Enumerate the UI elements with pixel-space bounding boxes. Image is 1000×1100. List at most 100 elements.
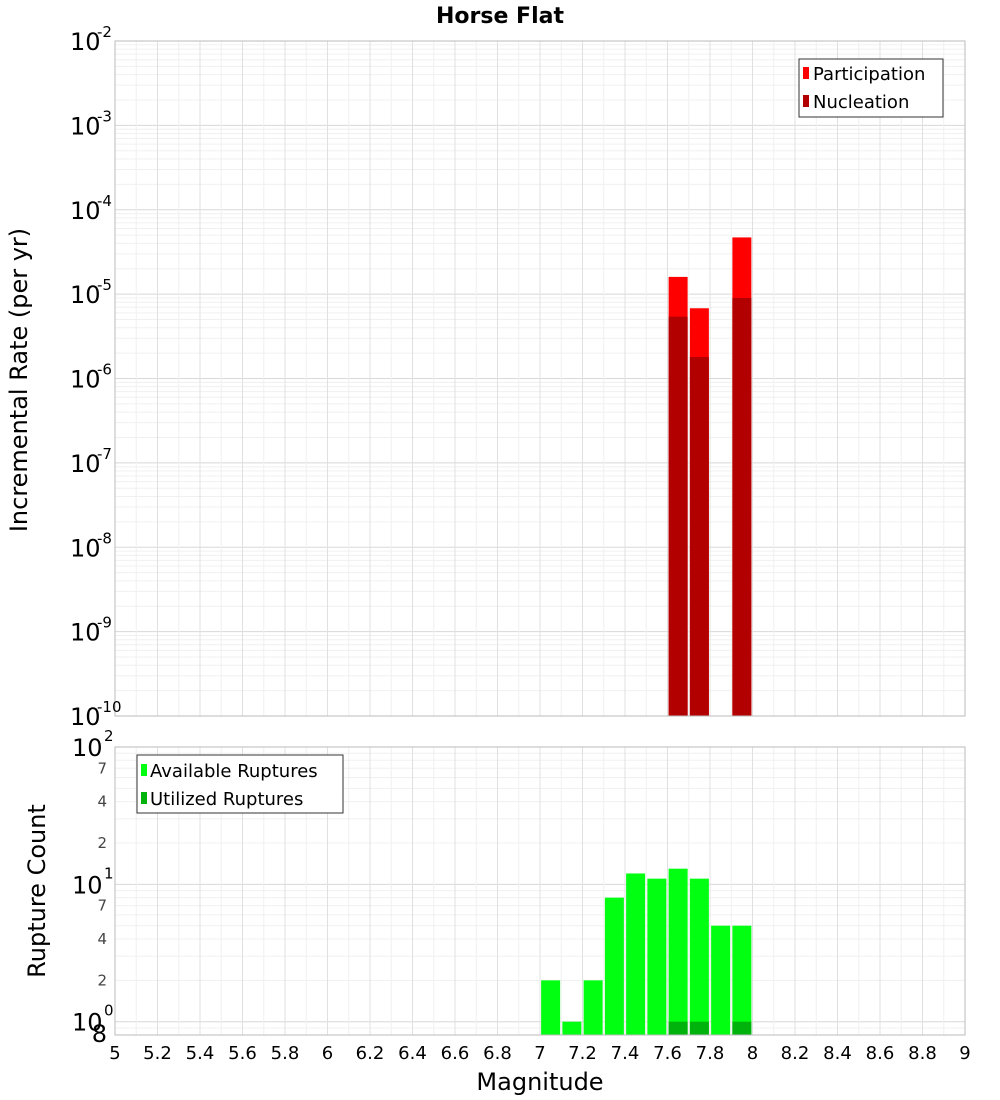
x-tick-label: 6.2 <box>356 1043 385 1064</box>
count-y-tick-label: 10 0 <box>72 1002 114 1037</box>
x-tick-label: 7.8 <box>696 1043 725 1064</box>
x-tick-label: 5.4 <box>186 1043 215 1064</box>
bar-available-ruptures <box>668 868 688 1035</box>
bar-nucleation <box>732 297 752 716</box>
x-tick-label: 6.4 <box>398 1043 427 1064</box>
tick-base: 10 <box>70 281 101 309</box>
legend-label-available: Available Ruptures <box>150 761 318 782</box>
tick-exponent: -8 <box>97 529 112 547</box>
count-y-minor-tick-label: 4 <box>97 793 107 811</box>
tick-exponent: 2 <box>104 727 114 745</box>
rate-y-tick-label: 10-7 <box>70 445 112 478</box>
tick-exponent: 1 <box>104 864 114 882</box>
rate-y-tick-label: 10-4 <box>70 192 112 225</box>
tick-base: 10 <box>72 1009 103 1037</box>
x-tick-label: 8.4 <box>823 1043 852 1064</box>
legend-swatch-available <box>141 764 147 776</box>
x-tick-label: 6 <box>322 1043 333 1064</box>
rate-y-tick-label: 10-8 <box>70 529 112 562</box>
bar-available-ruptures <box>583 980 603 1035</box>
tick-base: 10 <box>70 534 101 562</box>
tick-base: 10 <box>70 197 101 225</box>
tick-base: 10 <box>70 703 101 731</box>
bar-available-ruptures <box>562 1021 582 1035</box>
legend-label-utilized: Utilized Ruptures <box>150 789 303 810</box>
count-legend: Available Ruptures Utilized Ruptures <box>136 754 344 814</box>
rate-y-tick-label: 10-5 <box>70 276 112 309</box>
tick-base: 10 <box>70 112 101 140</box>
bar-utilized-ruptures <box>689 1021 709 1035</box>
rate-legend: Participation Nucleation <box>798 58 944 118</box>
x-tick-label: 6.6 <box>441 1043 470 1064</box>
bar-available-ruptures <box>732 925 752 1035</box>
rate-y-axis-label: Incremental Rate (per yr) <box>5 228 33 532</box>
tick-base: 10 <box>70 450 101 478</box>
count-bars <box>541 868 752 1035</box>
tick-exponent: 0 <box>104 1002 114 1020</box>
count-y-minor-tick-label: 4 <box>97 930 107 948</box>
count-y-tick-label: 10 1 <box>72 864 114 899</box>
rate-y-tick-label: 10-10 <box>70 698 122 731</box>
bar-nucleation <box>689 356 709 716</box>
tick-base: 10 <box>70 366 101 394</box>
x-tick-label: 5.6 <box>228 1043 257 1064</box>
count-y-tick-label: 10 2 <box>72 727 114 762</box>
x-tick-label: 8.6 <box>866 1043 895 1064</box>
bar-available-ruptures <box>647 878 667 1035</box>
x-axis-label: Magnitude <box>476 1068 603 1096</box>
tick-base: 10 <box>70 28 101 56</box>
x-tick-label: 8.2 <box>781 1043 810 1064</box>
legend-label-participation: Participation <box>813 64 925 85</box>
count-y-minor-tick-label: 7 <box>97 897 107 915</box>
x-tick-label: 8.8 <box>908 1043 937 1064</box>
x-tick-label: 7.2 <box>568 1043 597 1064</box>
count-y-minor-tick-label: 8 <box>92 1020 107 1048</box>
count-y-minor-tick-label: 7 <box>97 759 107 777</box>
rate-y-tick-label: 10-2 <box>70 23 112 56</box>
tick-exponent: -3 <box>97 107 112 125</box>
magnitude-x-ticks: 5 5.2 5.4 5.6 5.8 6 6.2 6.4 6.6 6.8 7 7.2 7.4 7.6 7.8 8… <box>109 1043 970 1064</box>
bar-utilized-ruptures <box>668 1021 688 1035</box>
x-tick-label: 7.6 <box>653 1043 682 1064</box>
legend-swatch-nucleation <box>803 95 809 107</box>
count-y-minor-tick-label: 2 <box>97 834 107 852</box>
tick-exponent: -4 <box>97 192 112 210</box>
legend-swatch-utilized <box>141 792 147 804</box>
tick-exponent: -9 <box>97 614 112 632</box>
legend-label-nucleation: Nucleation <box>813 92 909 113</box>
x-tick-label: 7 <box>534 1043 545 1064</box>
x-tick-label: 9 <box>959 1043 970 1064</box>
bar-available-ruptures <box>711 925 731 1035</box>
rate-y-tick-label: 10-3 <box>70 107 112 140</box>
bar-available-ruptures <box>604 897 624 1035</box>
bar-nucleation <box>668 316 688 716</box>
tick-exponent: -10 <box>97 698 122 716</box>
tick-exponent: -7 <box>97 445 112 463</box>
count-y-axis-label: Rupture Count <box>23 804 51 978</box>
rate-bars <box>668 237 752 716</box>
tick-exponent: -5 <box>97 276 112 294</box>
tick-exponent: -2 <box>97 23 112 41</box>
x-tick-label: 5.8 <box>271 1043 300 1064</box>
x-tick-label: 8 <box>747 1043 758 1064</box>
x-tick-label: 5.2 <box>143 1043 172 1064</box>
rate-y-tick-label: 10-6 <box>70 361 112 394</box>
x-tick-label: 7.4 <box>611 1043 640 1064</box>
rate-y-tick-label: 10-9 <box>70 614 112 647</box>
bar-available-ruptures <box>626 873 646 1035</box>
x-tick-label: 5 <box>109 1043 120 1064</box>
bar-available-ruptures <box>689 878 709 1035</box>
bar-available-ruptures <box>541 980 561 1035</box>
count-y-minor-tick-label: 2 <box>97 971 107 989</box>
legend-swatch-participation <box>803 67 809 79</box>
chart-title: Horse Flat <box>436 4 564 29</box>
tick-exponent: -6 <box>97 361 112 379</box>
x-tick-label: 6.8 <box>483 1043 512 1064</box>
tick-base: 10 <box>70 619 101 647</box>
tick-base: 10 <box>72 734 103 762</box>
rate-plot-grid <box>114 40 966 717</box>
